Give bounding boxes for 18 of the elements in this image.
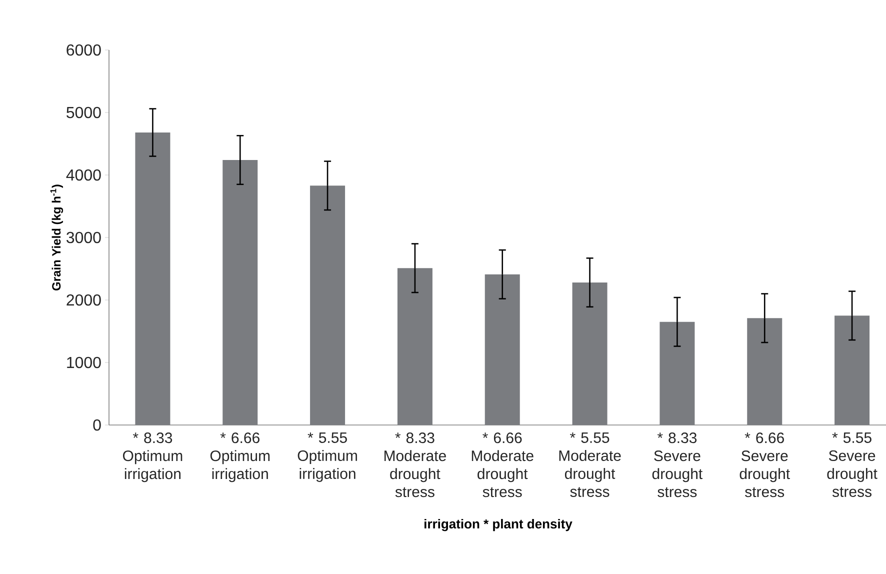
y-tick-label: 5000 bbox=[66, 106, 101, 118]
x-tick-label: * 8.33 Severe drought stress bbox=[652, 432, 703, 498]
x-tick-label: * 8.33 Optimum irrigation bbox=[122, 432, 182, 482]
y-tick-label: 4000 bbox=[66, 169, 101, 181]
x-tick-label: * 5.55 Severe drought stress bbox=[827, 432, 878, 497]
x-tick-label: * 8.33 Moderate drought stress bbox=[384, 432, 446, 498]
y-tick-label: 1000 bbox=[67, 356, 101, 368]
x-tick-label: * 5.55 Optimum irrigation bbox=[298, 432, 357, 482]
y-tick-label: 6000 bbox=[66, 44, 101, 56]
x-tick-label: * 6.66 Moderate drought stress bbox=[472, 432, 534, 498]
x-tick-label: * 5.55 Moderate drought stress bbox=[559, 432, 621, 497]
x-tick-label: * 6.66 Severe drought stress bbox=[740, 432, 790, 498]
y-tick-label: 0 bbox=[93, 419, 101, 431]
y-axis-title: Grain Yield (kg h$^{-1}$) bbox=[50, 184, 64, 290]
x-axis-title: irrigation * plant density bbox=[424, 518, 572, 532]
y-tick-label: 2000 bbox=[66, 294, 101, 306]
x-tick-label: * 6.66 Optimum irrigation bbox=[210, 432, 270, 482]
y-tick-label: 3000 bbox=[66, 232, 101, 244]
